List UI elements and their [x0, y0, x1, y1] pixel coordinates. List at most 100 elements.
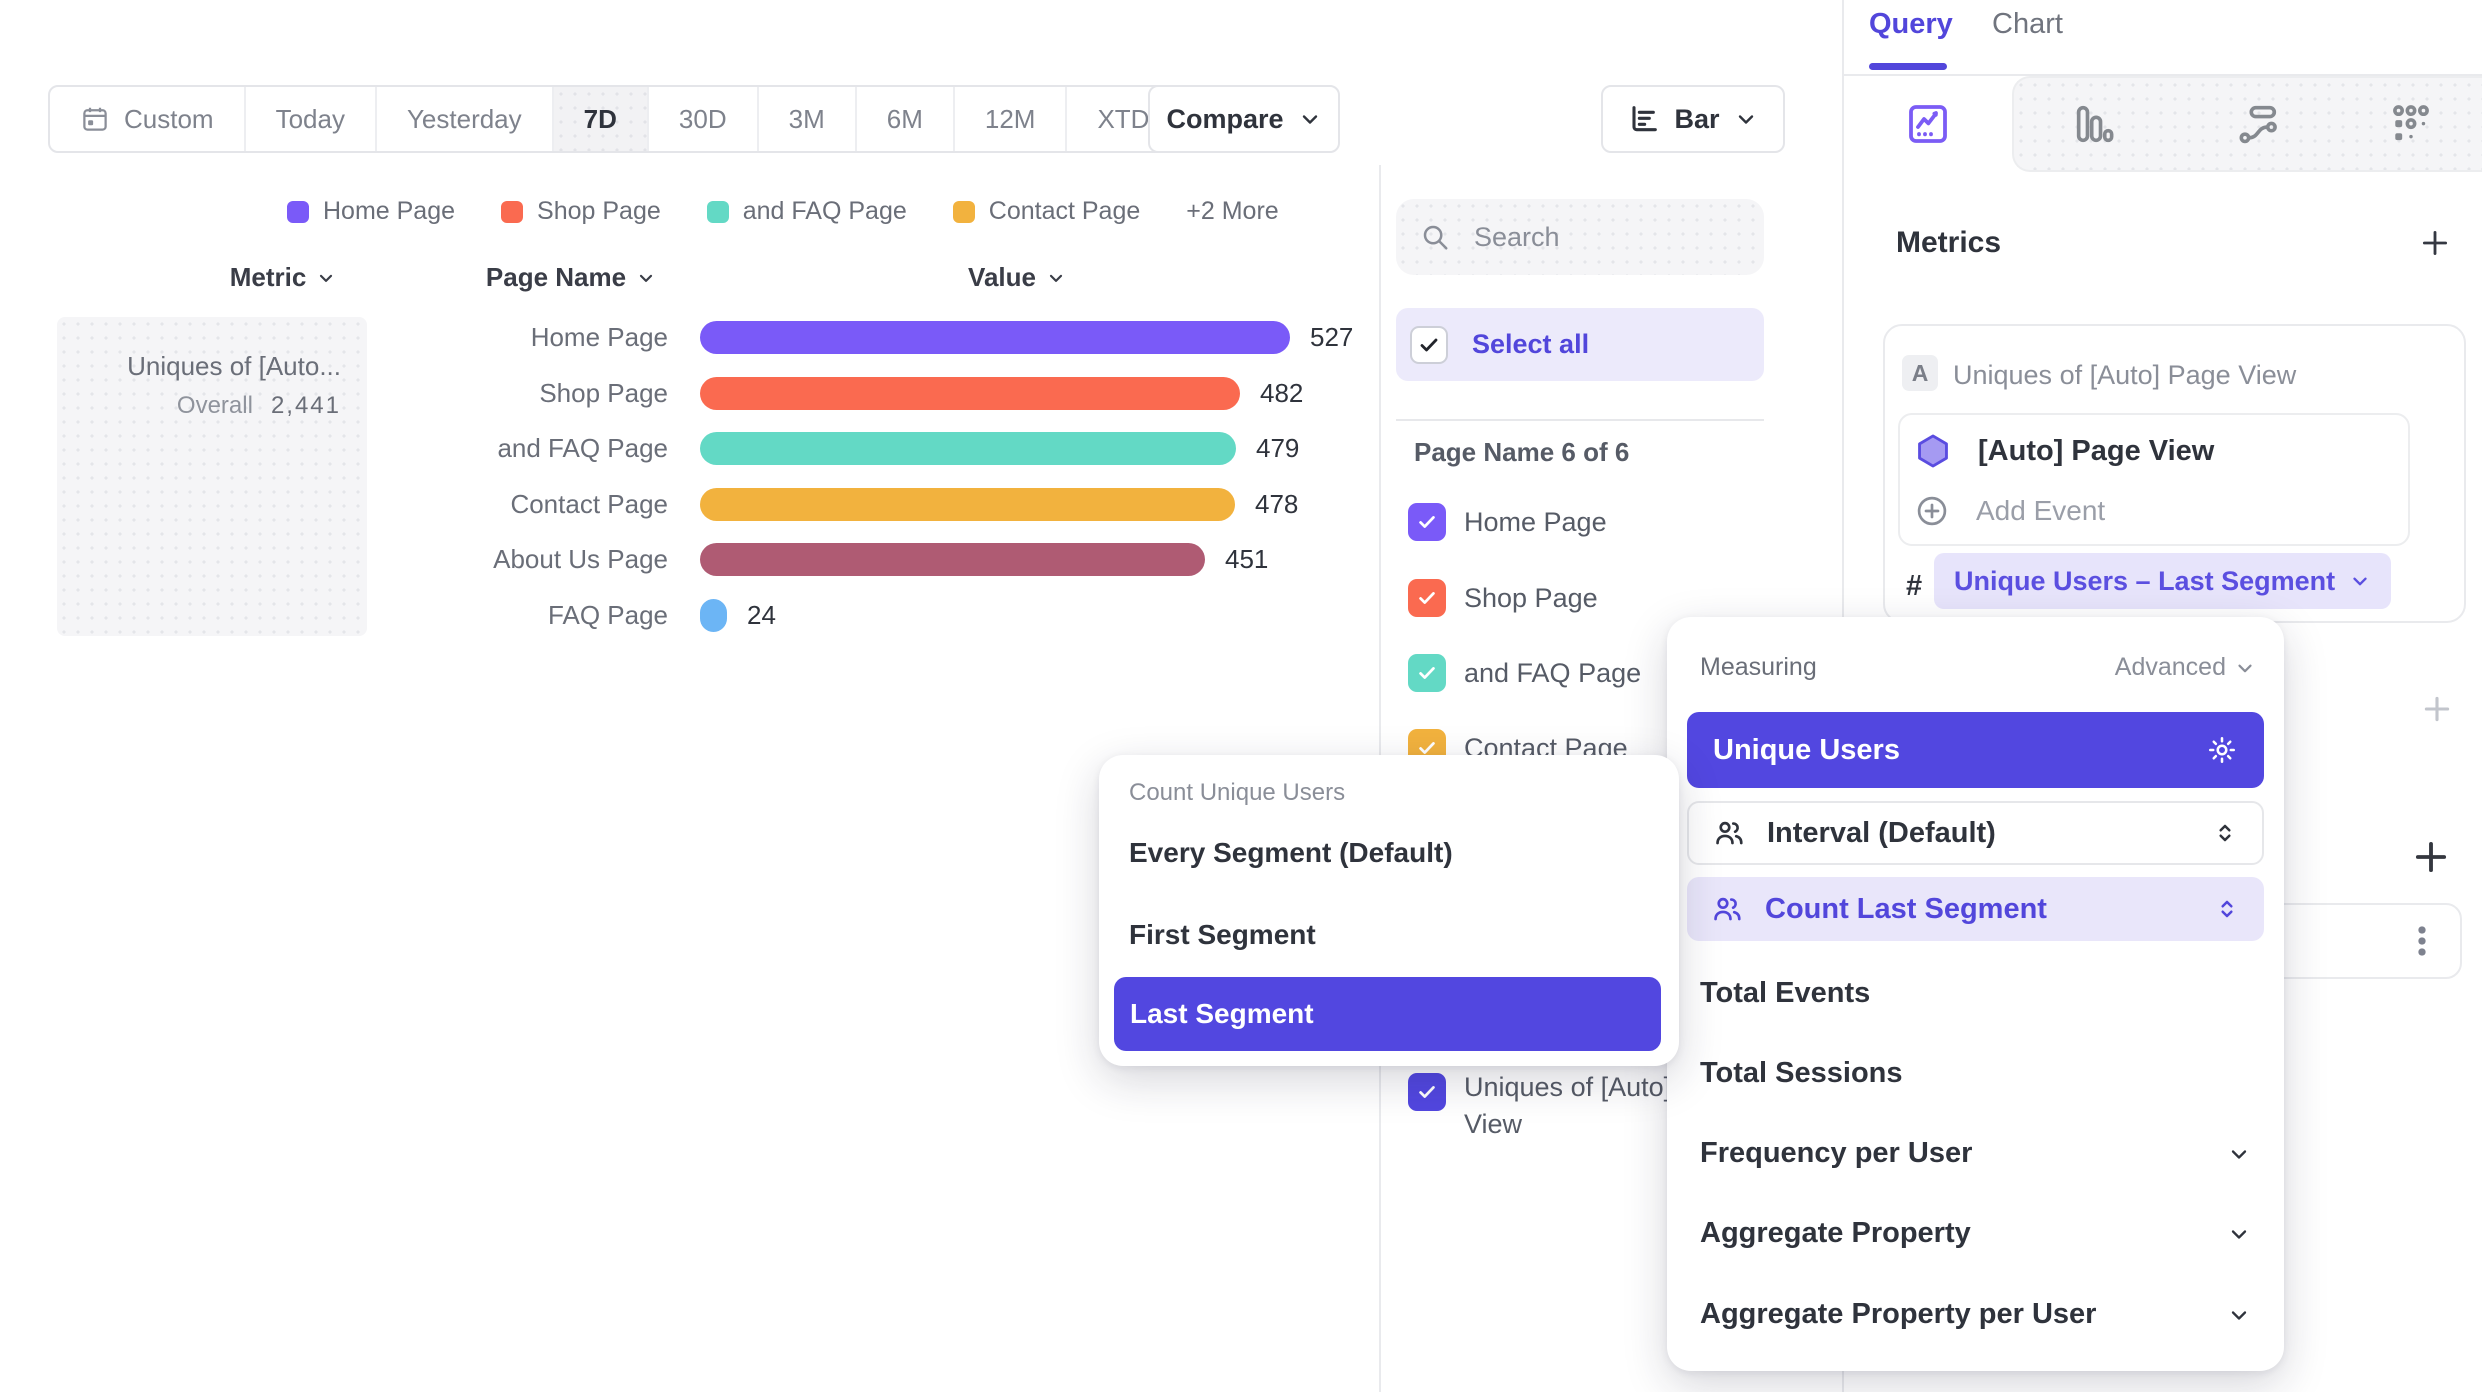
date-range-3m[interactable]: 3M	[756, 87, 855, 151]
retention-icon	[2388, 101, 2434, 147]
measuring-option-total-sessions[interactable]: Total Sessions	[1700, 1057, 1903, 1089]
stepper-icon[interactable]	[2212, 820, 2238, 846]
bar-about-us-page[interactable]	[700, 543, 1205, 576]
count-unique-users-popup: Count Unique Users Every Segment (Defaul…	[1099, 755, 1679, 1066]
checkbox-checked[interactable]	[1408, 579, 1446, 617]
legend-swatch	[287, 200, 309, 223]
measuring-option-aggregate-property-per-user[interactable]: Aggregate Property per User	[1700, 1298, 2251, 1331]
metric-name: Uniques of [Auto...	[127, 351, 341, 381]
segment-check-and-faq-page[interactable]: and FAQ Page	[1408, 654, 1641, 692]
date-range-custom[interactable]: Custom	[50, 87, 244, 151]
compare-button[interactable]: Compare	[1148, 85, 1340, 153]
metrics-heading: Metrics	[1896, 226, 2002, 259]
select-all-checkbox[interactable]	[1410, 325, 1448, 364]
tab-query[interactable]: Query	[1869, 8, 1953, 40]
checkbox-checked[interactable]	[1408, 654, 1446, 692]
bar-value: 527	[1310, 322, 1354, 352]
number-type-indicator: #	[1906, 570, 1923, 602]
column-header-metric[interactable]: Metric	[163, 262, 403, 293]
tab-chart[interactable]: Chart	[1992, 8, 2063, 40]
row-label: FAQ Page	[548, 600, 668, 630]
select-all-row[interactable]: Select all	[1396, 308, 1764, 381]
table-row[interactable]: 479	[700, 432, 1299, 465]
tab-retention[interactable]	[2340, 76, 2482, 172]
legend-swatch	[706, 200, 729, 223]
chevron-down-icon	[2349, 570, 2371, 592]
option-first-segment[interactable]: First Segment	[1129, 919, 1316, 950]
segment-check-home-page[interactable]: Home Page	[1408, 503, 1607, 541]
date-range-yesterday[interactable]: Yesterday	[374, 87, 552, 151]
row-label: Home Page	[530, 322, 668, 352]
bar-shop-page[interactable]	[700, 377, 1240, 410]
bar-value: 478	[1255, 489, 1299, 519]
column-header-page-name[interactable]: Page Name	[451, 262, 691, 293]
hexagon-event-icon	[1914, 432, 1952, 470]
table-row[interactable]: 527	[700, 321, 1353, 354]
date-range-12m[interactable]: 12M	[952, 87, 1066, 151]
funnels-icon	[2071, 101, 2117, 147]
date-range-xtd[interactable]: XTD	[1065, 87, 1215, 151]
bar-chart-icon	[1628, 103, 1660, 135]
tabs-divider	[1843, 74, 2482, 76]
date-range-today[interactable]: Today	[243, 87, 375, 151]
popup-title: Count Unique Users	[1129, 779, 1346, 806]
metric-row-title: Uniques of [Auto] Page View	[1953, 360, 2297, 390]
legend-item[interactable]: Home Page	[287, 197, 455, 226]
people-icon	[1713, 817, 1745, 849]
legend-item[interactable]: and FAQ Page	[706, 197, 907, 226]
stepper-icon[interactable]	[2214, 896, 2240, 922]
more-options-button[interactable]	[2400, 919, 2444, 963]
measuring-count-last-segment-selected[interactable]: Count Last Segment	[1687, 877, 2264, 941]
add-filter-button[interactable]	[2420, 692, 2454, 726]
table-row[interactable]: 24	[700, 599, 776, 632]
option-every-segment[interactable]: Every Segment (Default)	[1129, 837, 1453, 868]
table-row[interactable]: 451	[700, 543, 1268, 576]
legend-item[interactable]: Shop Page	[501, 197, 661, 226]
event-row[interactable]: [Auto] Page View	[1914, 432, 2214, 470]
measuring-option-unique-users-selected[interactable]: Unique Users	[1687, 712, 2264, 788]
add-event-button[interactable]: Add Event	[1914, 493, 2105, 529]
chevron-down-icon	[636, 268, 656, 288]
column-header-value[interactable]: Value	[897, 262, 1137, 293]
tab-flows[interactable]	[2176, 76, 2340, 172]
search-box[interactable]	[1396, 199, 1764, 275]
overall-value: 2,441	[270, 392, 341, 419]
people-icon	[1711, 893, 1743, 925]
checkbox-checked[interactable]	[1408, 503, 1446, 541]
chevron-down-icon	[1046, 268, 1066, 288]
metric-summary-card[interactable]: Uniques of [Auto... Overall 2,441	[57, 317, 367, 636]
checkbox-checked[interactable]	[1408, 1073, 1446, 1111]
legend-more[interactable]: +2 More	[1186, 197, 1279, 225]
chart-type-button[interactable]: Bar	[1601, 85, 1785, 153]
legend-item[interactable]: Contact Page	[952, 197, 1140, 226]
bar-and-faq-page[interactable]	[700, 432, 1236, 465]
bar-value: 451	[1225, 544, 1269, 574]
advanced-toggle[interactable]: Advanced	[2115, 653, 2256, 682]
bar-contact-page[interactable]	[700, 488, 1235, 521]
bar-home-page[interactable]	[700, 321, 1290, 354]
tab-insights-active[interactable]	[1843, 76, 2012, 172]
measuring-option-aggregate-property[interactable]: Aggregate Property	[1700, 1217, 2251, 1250]
tab-funnels[interactable]	[2012, 76, 2176, 172]
measuring-option-frequency-per-user[interactable]: Frequency per User	[1700, 1137, 2251, 1170]
measuring-interval-selector[interactable]: Interval (Default)	[1687, 801, 2264, 865]
date-range-30d[interactable]: 30D	[646, 87, 757, 151]
bar-faq-page[interactable]	[700, 599, 727, 632]
overall-label: Overall	[176, 392, 253, 419]
measurement-pill[interactable]: Unique Users – Last Segment	[1934, 553, 2392, 609]
add-breakdown-button[interactable]	[2410, 836, 2452, 878]
date-range-7d-selected[interactable]: 7D	[551, 87, 647, 151]
chevron-down-icon	[2227, 1142, 2251, 1166]
table-row[interactable]: 478	[700, 488, 1298, 521]
chevron-down-icon	[2227, 1303, 2251, 1327]
measuring-label: Measuring	[1700, 653, 1817, 681]
segment-check-shop-page[interactable]: Shop Page	[1408, 579, 1598, 617]
add-metric-button[interactable]	[2418, 226, 2452, 260]
date-range-6m[interactable]: 6M	[854, 87, 953, 151]
measuring-option-total-events[interactable]: Total Events	[1700, 977, 1871, 1009]
option-last-segment-selected[interactable]: Last Segment	[1114, 977, 1661, 1051]
gear-icon[interactable]	[2206, 734, 2238, 766]
table-row[interactable]: 482	[700, 377, 1303, 410]
search-input[interactable]	[1472, 220, 1716, 254]
